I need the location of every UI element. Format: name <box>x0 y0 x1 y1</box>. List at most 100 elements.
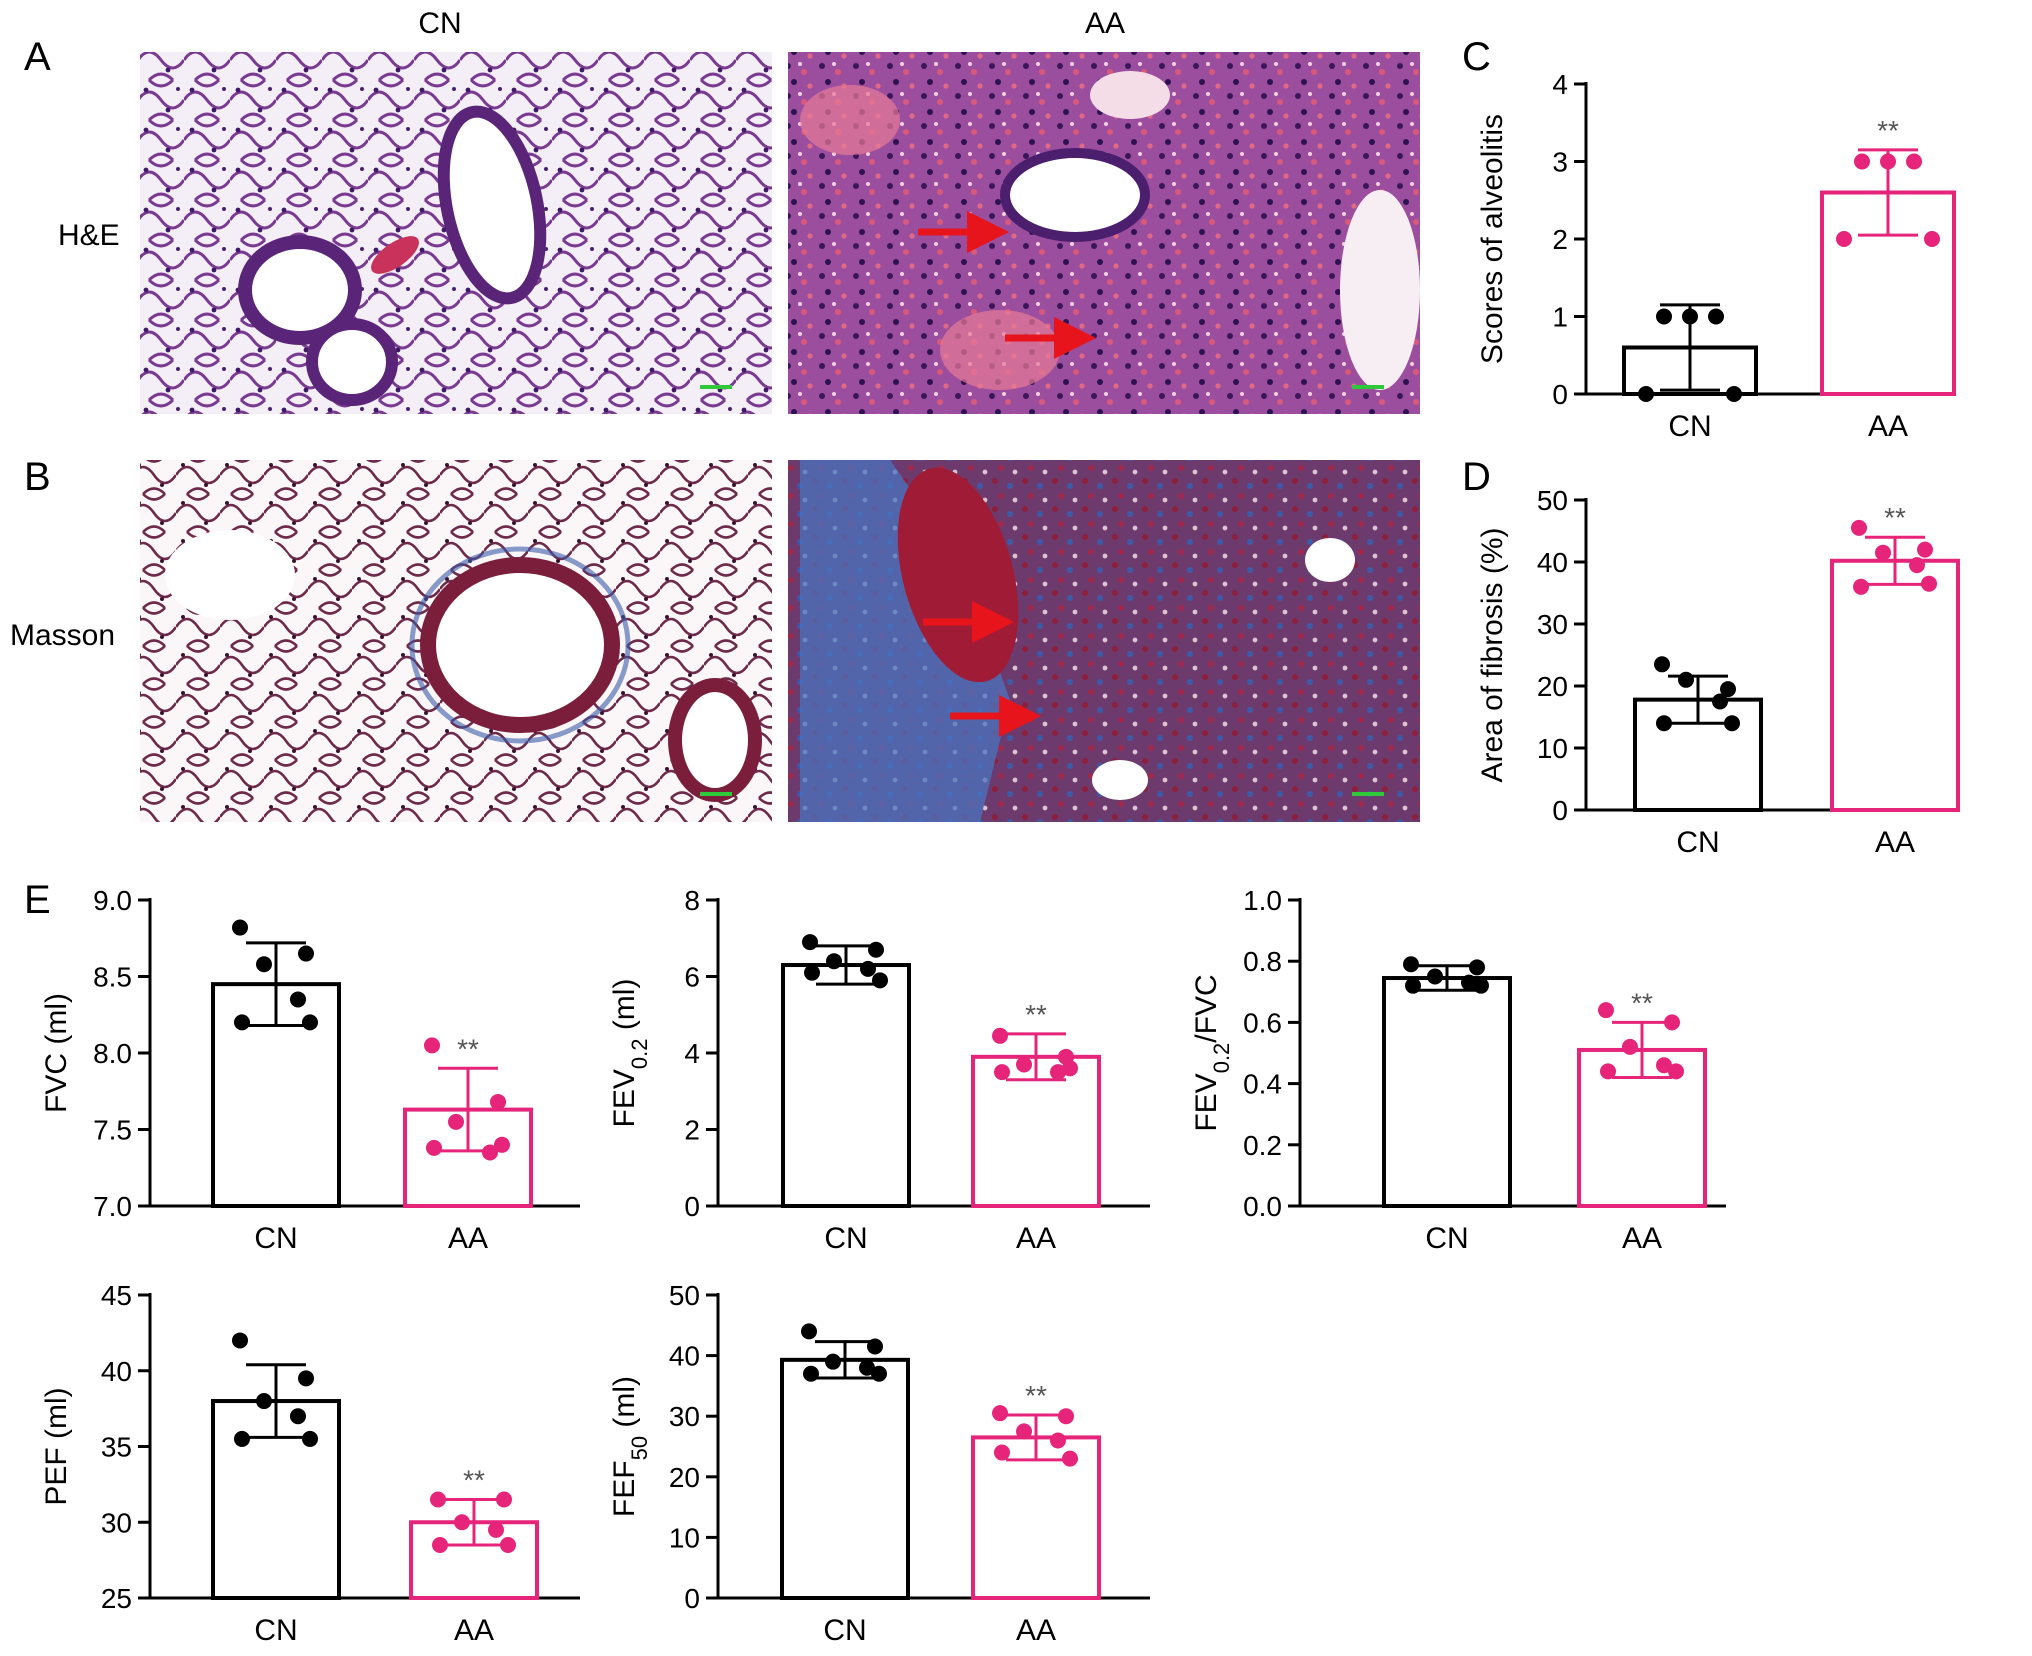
data-point <box>298 1370 314 1387</box>
histology-col-label-cn: CN <box>418 7 461 40</box>
data-point <box>1906 153 1922 170</box>
y-axis-label-suffix: (ml) <box>608 1376 641 1436</box>
data-point <box>1622 1038 1638 1055</box>
histology-row-label-masson: Masson <box>10 619 115 652</box>
data-point <box>1917 541 1933 558</box>
y-tick-label: 8.5 <box>93 962 132 993</box>
data-point <box>1836 231 1852 247</box>
significance-marker: ** <box>457 1033 479 1064</box>
y-tick-label: 0 <box>1552 379 1568 410</box>
data-point <box>426 1139 442 1156</box>
y-axis-label: FEV0.2 (ml) <box>608 979 652 1128</box>
y-tick-label: 35 <box>101 1432 132 1463</box>
data-point <box>1600 1063 1616 1080</box>
x-category-label: AA <box>454 1614 494 1647</box>
data-point <box>256 956 272 973</box>
y-tick-label: 30 <box>1537 609 1568 640</box>
data-point <box>430 1491 446 1508</box>
y-axis-label-main: Area of fibrosis (%) <box>1476 527 1509 782</box>
chart-d: 0 10 20 30 40 50 Area of fibrosis (%) CN AA ** <box>1476 485 1960 859</box>
y-axis-label-subscript: 0.2 <box>627 1039 652 1070</box>
y-tick-label: 20 <box>669 1462 700 1493</box>
bar-aa <box>971 1435 1101 1601</box>
y-tick-label: 0.6 <box>1243 1007 1282 1038</box>
data-point <box>1921 575 1937 592</box>
x-category-label: CN <box>1425 1222 1468 1255</box>
y-tick-label: 40 <box>669 1341 700 1372</box>
data-point <box>496 1491 512 1508</box>
data-point <box>488 1521 504 1538</box>
y-axis-label-main: FEV <box>1190 1073 1223 1131</box>
y-tick-label: 10 <box>669 1522 700 1553</box>
y-tick-label: 0 <box>684 1191 700 1222</box>
y-axis-label-suffix: /FVC <box>1190 974 1223 1042</box>
data-point <box>1678 671 1694 688</box>
panel-letter-b: B <box>24 455 51 499</box>
x-category-label: CN <box>823 1614 866 1647</box>
data-point <box>1016 1056 1032 1073</box>
x-category-label: CN <box>824 1222 867 1255</box>
y-axis-label: FEV0.2/FVC <box>1190 974 1234 1131</box>
data-point <box>298 945 314 962</box>
panel-letter-a: A <box>24 35 51 79</box>
data-point <box>1062 1060 1078 1077</box>
y-axis-label: Scores of alveolitis <box>1476 114 1509 364</box>
data-point <box>1050 1432 1066 1449</box>
data-point <box>432 1536 448 1553</box>
data-point <box>860 960 876 977</box>
y-axis-label: FEF50 (ml) <box>608 1376 652 1517</box>
data-point <box>1050 1064 1066 1081</box>
histology-masson-cn-image <box>140 460 772 822</box>
data-point <box>424 1037 440 1054</box>
data-point <box>1875 544 1891 561</box>
y-tick-label: 50 <box>1537 485 1568 516</box>
data-point <box>1712 693 1728 710</box>
data-point <box>1654 656 1670 673</box>
y-axis-label-suffix: (ml) <box>608 979 641 1039</box>
x-category-label: CN <box>1676 826 1719 859</box>
y-axis-label-main: FEV <box>608 1069 641 1127</box>
y-axis-label: Area of fibrosis (%) <box>1476 527 1509 782</box>
data-point <box>1598 1002 1614 1019</box>
y-tick-label: 1 <box>1552 302 1568 333</box>
panel-letter-c: C <box>1462 35 1491 79</box>
panel-letter-d: D <box>1462 455 1491 499</box>
y-tick-label: 1.0 <box>1243 885 1282 916</box>
data-point <box>454 1514 470 1531</box>
significance-marker: ** <box>1884 502 1906 533</box>
y-tick-label: 0 <box>684 1583 700 1614</box>
data-point <box>868 941 884 958</box>
y-tick-label: 25 <box>101 1583 132 1614</box>
data-point <box>494 1136 510 1153</box>
data-point <box>234 1014 250 1031</box>
y-tick-label: 6 <box>684 962 700 993</box>
data-point <box>256 1393 272 1410</box>
data-point <box>232 919 248 936</box>
y-axis-label-main: PEF (ml) <box>40 1387 73 1505</box>
data-point <box>1427 968 1443 985</box>
data-point <box>1016 1423 1032 1440</box>
data-point <box>802 934 818 951</box>
bar-aa <box>1830 558 1960 813</box>
significance-marker: ** <box>1631 987 1653 1018</box>
x-category-label: CN <box>1668 410 1711 443</box>
y-tick-label: 9.0 <box>93 885 132 916</box>
y-tick-label: 10 <box>1537 733 1568 764</box>
y-tick-label: 7.0 <box>93 1191 132 1222</box>
y-tick-label: 30 <box>669 1401 700 1432</box>
y-tick-label: 2 <box>684 1115 700 1146</box>
data-point <box>1682 308 1698 325</box>
y-tick-label: 3 <box>1552 147 1568 178</box>
data-point <box>825 1353 841 1370</box>
x-category-label: CN <box>254 1222 297 1255</box>
histology-row-label-he: H&E <box>58 219 120 252</box>
data-point <box>1058 1408 1074 1425</box>
y-tick-label: 0.0 <box>1243 1191 1282 1222</box>
histology-masson-aa-image <box>788 460 1420 822</box>
data-point <box>1668 1063 1684 1080</box>
y-tick-label: 0 <box>1552 795 1568 826</box>
y-tick-label: 45 <box>101 1280 132 1311</box>
